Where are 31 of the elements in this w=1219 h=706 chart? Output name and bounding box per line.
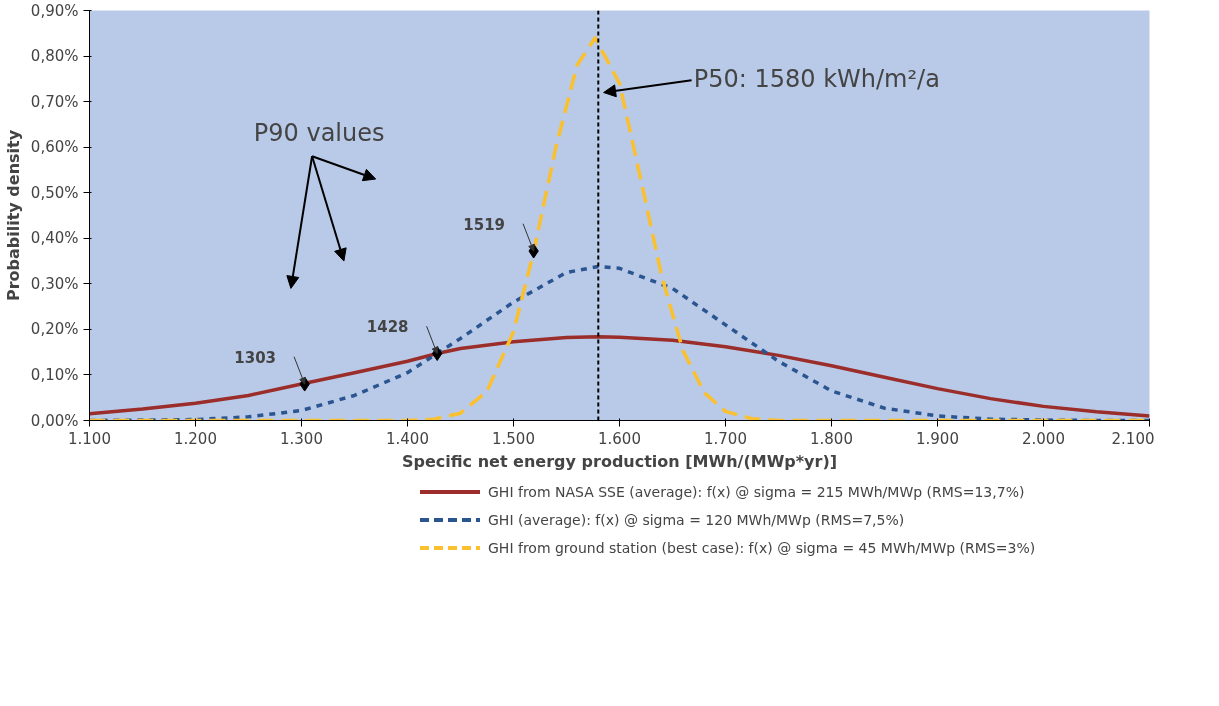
x-tick-label: 1.400 bbox=[386, 429, 429, 448]
x-axis-title: Specific net energy production [MWh/(MWp*yr)] bbox=[401, 451, 838, 471]
legend-label: GHI from NASA SSE (average): f(x) @ sigma = 215 MWh/MWp (RMS=13,7%) bbox=[488, 483, 1025, 502]
annotation: 1303 bbox=[234, 348, 277, 367]
x-tick-label: 1.900 bbox=[916, 429, 959, 448]
annotation: 1519 bbox=[463, 215, 506, 234]
x-tick-label: 1.300 bbox=[280, 429, 323, 448]
x-tick-label: 1.100 bbox=[68, 429, 111, 448]
y-axis-title: Probability density bbox=[3, 129, 23, 302]
y-tick-label: 0,40% bbox=[30, 229, 79, 248]
y-tick-label: 0,20% bbox=[30, 320, 79, 339]
y-tick-label: 0,30% bbox=[30, 274, 79, 293]
y-tick-label: 0,70% bbox=[30, 92, 79, 111]
legend-label: GHI (average): f(x) @ sigma = 120 MWh/MWp (RMS=7,5%) bbox=[488, 511, 905, 530]
y-tick-label: 0,00% bbox=[30, 411, 79, 430]
y-tick-label: 0,90% bbox=[30, 1, 79, 20]
y-tick-label: 0,60% bbox=[30, 138, 79, 157]
annotation: P90 values bbox=[253, 119, 385, 148]
x-tick-label: 1.200 bbox=[174, 429, 217, 448]
x-tick-label: 2.000 bbox=[1022, 429, 1065, 448]
x-tick-label: 1.700 bbox=[704, 429, 747, 448]
x-tick-label: 1.500 bbox=[492, 429, 535, 448]
y-tick-label: 0,10% bbox=[30, 365, 79, 384]
x-tick-label: 2.100 bbox=[1111, 429, 1155, 448]
y-tick-label: 0,50% bbox=[30, 183, 79, 202]
legend-label: GHI from ground station (best case): f(x) @ sigma = 45 MWh/MWp (RMS=3%) bbox=[488, 539, 1036, 558]
y-tick-label: 0,80% bbox=[30, 47, 79, 66]
annotation: 1428 bbox=[366, 318, 409, 337]
ref-line-label: P50: 1580 kWh/m²/a bbox=[693, 64, 940, 93]
x-tick-label: 1.600 bbox=[598, 429, 641, 448]
x-tick-label: 1.800 bbox=[810, 429, 853, 448]
